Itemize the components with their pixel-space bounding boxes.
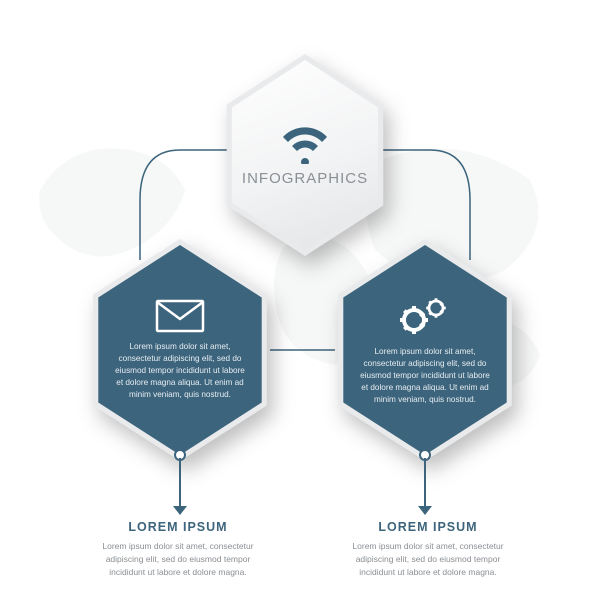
callout-left: LOREM IPSUM Lorem ipsum dolor sit amet, … [93, 520, 263, 578]
left-hexagon: Lorem ipsum dolor sit amet, consectetur … [85, 245, 275, 455]
callout-left-body: Lorem ipsum dolor sit amet, consectetur … [93, 540, 263, 578]
left-hex-body: Lorem ipsum dolor sit amet, consectetur … [115, 341, 245, 400]
top-hex-title: INFOGRAPHICS [242, 170, 368, 187]
top-hexagon: INFOGRAPHICS [220, 60, 390, 250]
callout-left-title: LOREM IPSUM [93, 520, 263, 534]
gears-icon [398, 294, 452, 338]
callout-right-body: Lorem ipsum dolor sit amet, consectetur … [343, 540, 513, 578]
wifi-icon [279, 124, 331, 164]
right-hex-body: Lorem ipsum dolor sit amet, consectetur … [360, 346, 490, 405]
callout-right-title: LOREM IPSUM [343, 520, 513, 534]
callout-right: LOREM IPSUM Lorem ipsum dolor sit amet, … [343, 520, 513, 578]
right-hexagon: Lorem ipsum dolor sit amet, consectetur … [330, 245, 520, 455]
envelope-icon [155, 299, 205, 333]
